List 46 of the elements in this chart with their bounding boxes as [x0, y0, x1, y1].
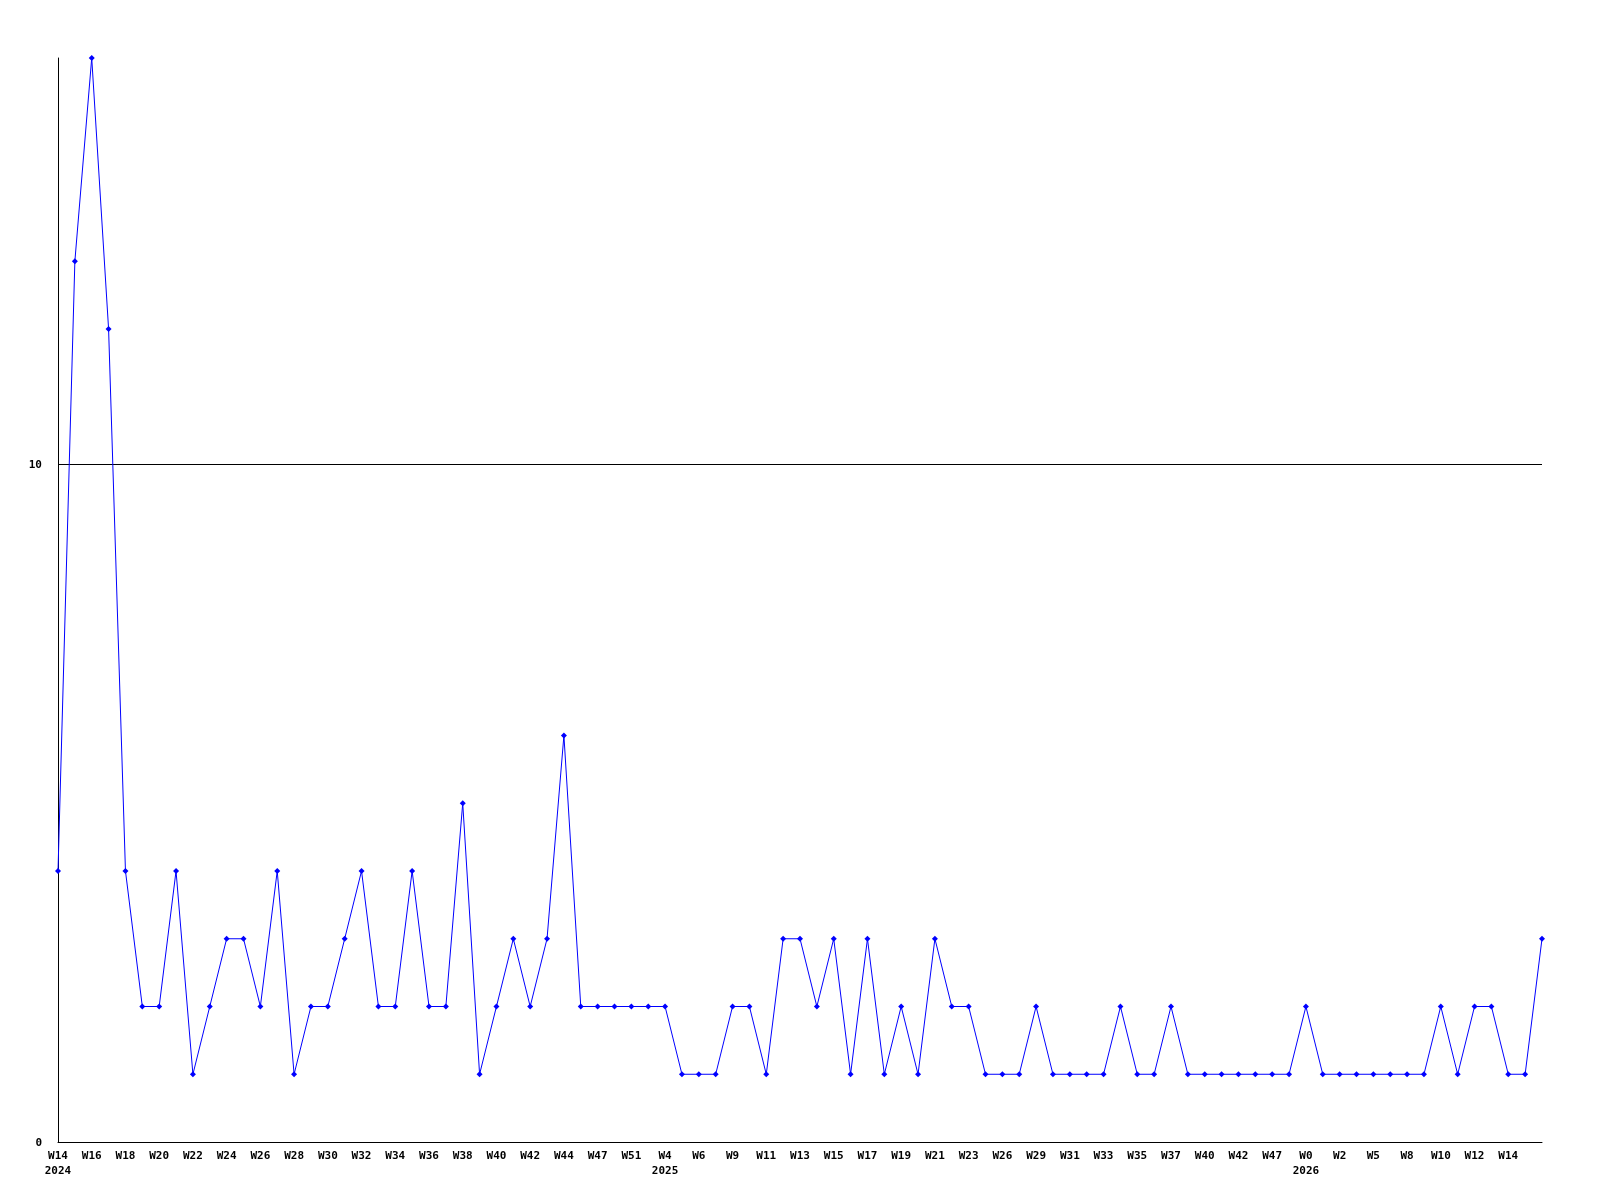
x-tick-label: W42 [520, 1149, 541, 1162]
x-tick-label: W15 [823, 1149, 844, 1162]
x-tick-label: W31 [1059, 1149, 1081, 1162]
x-tick-label: W17 [857, 1149, 878, 1162]
x-tick-label: W21 [924, 1149, 946, 1162]
x-tick-label: W12 [1464, 1149, 1485, 1162]
x-tick-label: W32 [351, 1149, 372, 1162]
x-tick-label: W36 [419, 1149, 440, 1162]
x-tick-label: W24 [216, 1149, 237, 1162]
x-tick-label: W22 [182, 1149, 203, 1162]
x-tick-label: W51 [621, 1149, 642, 1162]
x-tick-label: W40 [1194, 1149, 1215, 1162]
x-tick-label: W26 [992, 1149, 1013, 1162]
x-tick-label: W26 [250, 1149, 271, 1162]
y-tick-label: 10 [28, 458, 42, 471]
x-tick-label: W29 [1026, 1149, 1047, 1162]
x-tick-label: W30 [317, 1149, 338, 1162]
x-tick-label: W8 [1400, 1149, 1414, 1162]
x-tick-label: W16 [81, 1149, 103, 1162]
x-tick-label: W4 2025 [651, 1149, 679, 1177]
x-tick-label: W40 [486, 1149, 507, 1162]
x-tick-label: W38 [452, 1149, 473, 1162]
x-tick-label: W33 [1093, 1149, 1114, 1162]
x-tick-label: W14 [1498, 1149, 1519, 1162]
x-tick-label: W14 2024 [44, 1149, 72, 1177]
x-tick-label: W47 [587, 1149, 608, 1162]
x-tick-label: W5 [1366, 1149, 1380, 1162]
x-tick-label: W34 [385, 1149, 406, 1162]
x-tick-label: W20 [149, 1149, 170, 1162]
x-tick-label: W23 [958, 1149, 979, 1162]
y-tick-label: 0 [35, 1135, 42, 1149]
x-tick-label: W28 [284, 1149, 305, 1162]
x-tick-label: W47 [1262, 1149, 1283, 1162]
x-tick-label: W35 [1127, 1149, 1148, 1162]
x-tick-label: W13 [790, 1149, 810, 1162]
x-tick-label: W2 [1333, 1149, 1347, 1162]
x-tick-label: W44 [553, 1149, 575, 1162]
x-tick-label: W11 [756, 1149, 777, 1162]
x-tick-label: W6 [692, 1149, 706, 1162]
x-tick-label: W42 [1228, 1149, 1249, 1162]
x-tick-label: W0 2026 [1292, 1149, 1320, 1177]
x-tick-label: W37 [1161, 1149, 1181, 1162]
x-tick-label: W10 [1430, 1149, 1451, 1162]
x-tick-label: W19 [891, 1149, 912, 1162]
x-tick-label: W9 [725, 1149, 740, 1162]
x-tick-label: W18 [115, 1149, 136, 1162]
